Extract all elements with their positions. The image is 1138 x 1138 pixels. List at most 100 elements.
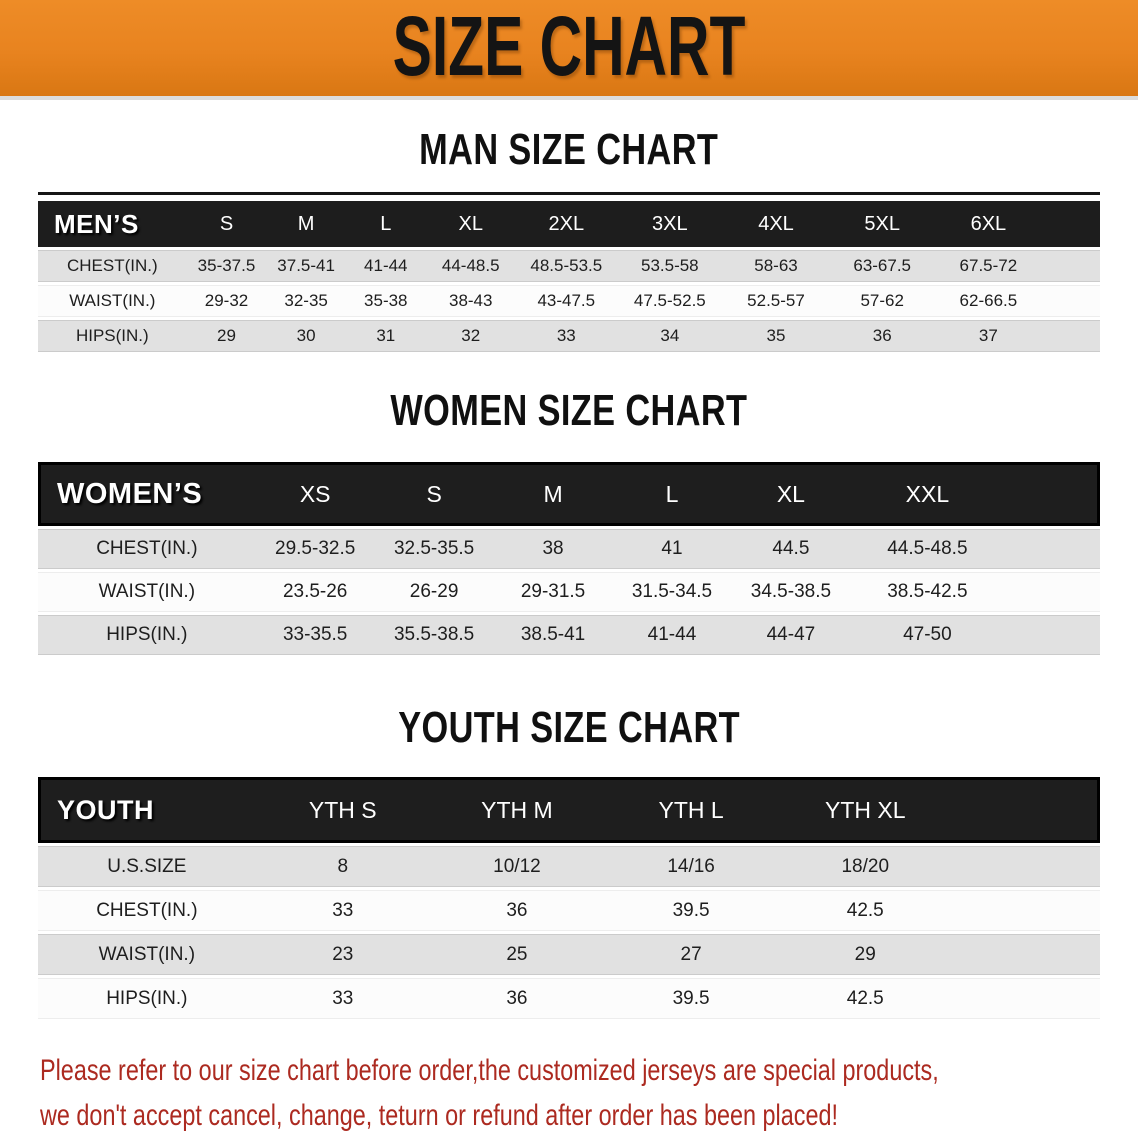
size-column-header: M (266, 201, 346, 247)
size-table-grid: YOUTH YTH S YTH M YTH L YTH XL U.S.SIZE 8 10/12… (38, 774, 1100, 1022)
youth-section-heading-text: YOUTH SIZE CHART (398, 703, 740, 752)
size-column-header: YTH M (429, 777, 605, 843)
size-value-cell: 53.5-58 (616, 250, 723, 282)
row-label: U.S.SIZE (38, 846, 256, 887)
size-value-cell: 33 (255, 978, 430, 1019)
youth-size-table: YOUTH YTH S YTH M YTH L YTH XL U.S.SIZE 8 10/12… (38, 774, 1100, 1022)
size-value-cell: 52.5-57 (722, 285, 830, 317)
disclaimer-line-1: Please refer to our size chart before or… (40, 1054, 939, 1087)
size-value-cell: 42.5 (778, 978, 953, 1019)
women-section-heading-text: WOMEN SIZE CHART (390, 386, 748, 435)
banner: SIZE CHART (0, 0, 1138, 100)
size-value-cell: 29 (778, 934, 953, 975)
size-value-cell: 41-44 (612, 615, 732, 655)
row-label: WAIST(IN.) (38, 285, 187, 317)
disclaimer-line-2: we don't accept cancel, change, teturn o… (40, 1099, 838, 1132)
size-value-cell: 63-67.5 (829, 250, 936, 282)
size-column-header: XS (255, 462, 375, 526)
size-value-cell: 37.5-41 (266, 250, 346, 282)
size-value-cell: 38 (493, 529, 613, 569)
size-value-cell: 30 (266, 320, 346, 352)
size-value-cell: 33 (255, 890, 430, 931)
size-value-cell: 29 (186, 320, 267, 352)
table-header-row: MEN’S S M L XL 2XL 3XL 4XL 5XL 6XL (38, 201, 1100, 247)
measurement-row: HIPS(IN.) 33-35.5 35.5-38.5 38.5-41 41-44 44-… (38, 615, 1100, 655)
row-filler (1041, 285, 1100, 317)
women-section-heading: WOMEN SIZE CHART (0, 387, 1138, 435)
row-filler (952, 978, 1100, 1019)
row-filler (1004, 529, 1100, 569)
size-value-cell: 41-44 (345, 250, 426, 282)
row-label: WAIST(IN.) (38, 572, 256, 612)
size-column-header: YTH L (604, 777, 779, 843)
measurement-row: HIPS(IN.) 29 30 31 32 33 34 35 36 37 (38, 320, 1100, 352)
size-value-cell: 31.5-34.5 (612, 572, 732, 612)
header-filler (952, 777, 1100, 843)
row-label: CHEST(IN.) (38, 529, 256, 569)
size-value-cell: 62-66.5 (935, 285, 1042, 317)
measurement-row: WAIST(IN.) 29-32 32-35 35-38 38-43 43-47.5 47.… (38, 285, 1100, 317)
size-value-cell: 35.5-38.5 (374, 615, 494, 655)
youth-section-heading: YOUTH SIZE CHART (0, 704, 1138, 752)
table-header-label: YOUTH (38, 777, 256, 843)
size-value-cell: 33 (515, 320, 617, 352)
row-filler (952, 890, 1100, 931)
size-value-cell: 42.5 (778, 890, 953, 931)
row-label: CHEST(IN.) (38, 890, 256, 931)
women-size-table: WOMEN’S XS S M L XL XXL CHEST(IN.) 29.5-32.5 32.5… (38, 459, 1100, 658)
table-header-row: WOMEN’S XS S M L XL XXL (38, 462, 1100, 526)
measurement-row: CHEST(IN.) 29.5-32.5 32.5-35.5 38 41 44.5 44.5… (38, 529, 1100, 569)
size-table-grid: MEN’S S M L XL 2XL 3XL 4XL 5XL 6XL CHEST(IN.) 35-37… (38, 198, 1100, 355)
size-value-cell: 67.5-72 (935, 250, 1042, 282)
size-value-cell: 31 (345, 320, 426, 352)
size-value-cell: 36 (829, 320, 936, 352)
size-value-cell: 58-63 (722, 250, 830, 282)
table-header-label: WOMEN’S (38, 462, 256, 526)
size-value-cell: 38.5-42.5 (850, 572, 1005, 612)
table-header-row: YOUTH YTH S YTH M YTH L YTH XL (38, 777, 1100, 843)
size-table-grid: WOMEN’S XS S M L XL XXL CHEST(IN.) 29.5-32.5 32.5… (38, 459, 1100, 658)
measurement-row: WAIST(IN.) 23 25 27 29 (38, 934, 1100, 975)
size-column-header: 6XL (935, 201, 1042, 247)
size-value-cell: 39.5 (604, 978, 779, 1019)
table-header-label: MEN’S (38, 201, 187, 247)
size-value-cell: 41 (612, 529, 732, 569)
row-filler (1041, 250, 1100, 282)
size-value-cell: 33-35.5 (255, 615, 375, 655)
size-value-cell: 43-47.5 (515, 285, 617, 317)
size-value-cell: 29-32 (186, 285, 267, 317)
size-value-cell: 36 (429, 978, 605, 1019)
size-column-header: M (493, 462, 613, 526)
size-column-header: S (186, 201, 267, 247)
measurement-row: CHEST(IN.) 35-37.5 37.5-41 41-44 44-48.5 48.5… (38, 250, 1100, 282)
men-size-table: MEN’S S M L XL 2XL 3XL 4XL 5XL 6XL CHEST(IN.) 35-37… (38, 192, 1100, 355)
row-label: HIPS(IN.) (38, 615, 256, 655)
section-women: WOMEN SIZE CHART WOMEN’S XS S M L XL XXL CHEST(… (0, 387, 1138, 658)
size-value-cell: 32-35 (266, 285, 346, 317)
size-value-cell: 29-31.5 (493, 572, 613, 612)
size-value-cell: 47.5-52.5 (616, 285, 723, 317)
row-filler (1004, 615, 1100, 655)
size-value-cell: 36 (429, 890, 605, 931)
size-value-cell: 35 (722, 320, 830, 352)
size-column-header: L (612, 462, 732, 526)
row-label: WAIST(IN.) (38, 934, 256, 975)
size-value-cell: 26-29 (374, 572, 494, 612)
size-value-cell: 23 (255, 934, 430, 975)
size-value-cell: 35-38 (345, 285, 426, 317)
size-value-cell: 25 (429, 934, 605, 975)
size-value-cell: 32.5-35.5 (374, 529, 494, 569)
size-value-cell: 34.5-38.5 (731, 572, 851, 612)
size-column-header: S (374, 462, 494, 526)
measurement-row: WAIST(IN.) 23.5-26 26-29 29-31.5 31.5-34.5 34… (38, 572, 1100, 612)
size-value-cell: 38.5-41 (493, 615, 613, 655)
size-value-cell: 38-43 (425, 285, 516, 317)
size-value-cell: 10/12 (429, 846, 605, 887)
size-value-cell: 35-37.5 (186, 250, 267, 282)
page-title: SIZE CHART (392, 0, 746, 93)
men-section-heading: MAN SIZE CHART (0, 126, 1138, 174)
size-column-header: 3XL (616, 201, 723, 247)
size-column-header: L (345, 201, 426, 247)
measurement-row: HIPS(IN.) 33 36 39.5 42.5 (38, 978, 1100, 1019)
